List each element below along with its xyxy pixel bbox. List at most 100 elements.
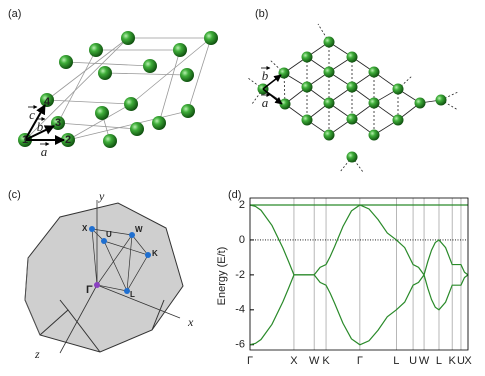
panel-label: (a) xyxy=(8,8,21,20)
plot-frame xyxy=(249,197,469,351)
atom xyxy=(143,59,157,73)
x-tick-label: U xyxy=(457,355,465,367)
dashed-bond xyxy=(269,59,285,74)
x-tick-label: X xyxy=(290,355,298,367)
point-label: L xyxy=(130,290,135,299)
bond xyxy=(46,99,132,105)
atom xyxy=(59,55,73,69)
vector-label: b xyxy=(262,68,269,83)
atom xyxy=(152,116,166,130)
atom xyxy=(130,122,144,136)
atom xyxy=(346,81,358,93)
atom xyxy=(323,66,335,78)
vector-label: a xyxy=(262,95,269,110)
bond xyxy=(158,49,181,124)
point-label: X xyxy=(82,224,88,233)
lattice-b: ba xyxy=(247,23,459,173)
dashed-bond xyxy=(247,77,264,90)
y-tick-label: 2 xyxy=(239,199,245,211)
atom xyxy=(323,36,335,48)
point-label: W xyxy=(135,225,143,234)
vector-arrow xyxy=(262,74,282,90)
vector-arrow xyxy=(262,88,283,105)
atom xyxy=(103,134,117,148)
bond xyxy=(67,110,189,141)
vector-label: b xyxy=(37,119,44,134)
x-tick-label: Γ xyxy=(247,355,253,367)
band-line xyxy=(249,273,469,346)
vector-label: a xyxy=(41,144,48,159)
dashed-bond xyxy=(440,91,459,101)
x-tick-label: W xyxy=(309,355,320,367)
dashed-bond xyxy=(251,88,264,105)
x-tick-label: Γ xyxy=(357,355,363,367)
point-label: Γ xyxy=(86,284,93,296)
atom xyxy=(98,66,112,80)
bond xyxy=(57,49,97,124)
brillouin-zone: x y z X U W K L Γ xyxy=(24,189,194,361)
atom xyxy=(124,97,138,111)
lattice-a: 1 234 abc xyxy=(18,31,218,159)
bond xyxy=(65,61,151,67)
panel-label: (d) xyxy=(228,189,241,201)
atom xyxy=(181,104,195,118)
bond xyxy=(130,37,212,105)
atom xyxy=(180,68,194,82)
atom xyxy=(346,113,358,125)
x-tick-label: L xyxy=(393,355,399,367)
atom xyxy=(368,129,380,141)
x-tick-label: W xyxy=(419,355,430,367)
atom xyxy=(323,97,335,109)
panel-label: (c) xyxy=(8,189,21,201)
y-tick-label: -2 xyxy=(235,269,245,281)
bond xyxy=(57,122,138,130)
y-tick-label: -6 xyxy=(235,339,245,351)
atom xyxy=(368,66,380,78)
bond xyxy=(67,103,132,141)
x-tick-label: U xyxy=(409,355,417,367)
x-tick-label: L xyxy=(436,355,442,367)
atom xyxy=(346,151,358,163)
axis-label: z xyxy=(34,347,40,361)
point-label: K xyxy=(152,249,158,258)
panel-label: (b) xyxy=(255,8,268,20)
atom xyxy=(40,93,54,107)
bond xyxy=(46,37,129,101)
atom xyxy=(392,83,404,95)
atom xyxy=(95,106,109,120)
bond xyxy=(187,37,212,112)
x-tick-label: X xyxy=(464,355,472,367)
atom xyxy=(414,97,426,109)
atom xyxy=(173,43,187,57)
atom-label: 2 xyxy=(65,134,71,146)
atom xyxy=(323,129,335,141)
atom xyxy=(301,114,313,126)
atom xyxy=(368,97,380,109)
vector-arrow xyxy=(24,104,46,141)
dashed-bond xyxy=(397,75,413,90)
vector-arrow xyxy=(24,125,55,141)
dashed-bond xyxy=(339,156,353,173)
atom-label: 4 xyxy=(44,96,51,108)
y-axis-label: Energy (E/t) xyxy=(216,247,228,306)
axis-label: y xyxy=(98,189,105,203)
vector-label: c xyxy=(29,107,35,122)
axis-label: x xyxy=(187,315,194,329)
atom xyxy=(121,31,135,45)
band-line xyxy=(249,204,469,277)
bond xyxy=(104,72,188,76)
atom xyxy=(301,51,313,63)
bond xyxy=(24,37,129,141)
point-label: U xyxy=(106,230,112,239)
atom xyxy=(435,94,447,106)
x-tick-label: K xyxy=(449,355,457,367)
atom xyxy=(346,51,358,63)
dashed-bond xyxy=(440,99,459,111)
y-tick-label: -4 xyxy=(235,304,245,316)
dashed-bond xyxy=(351,156,364,173)
atom-label: 3 xyxy=(55,117,61,129)
atom xyxy=(89,43,103,57)
y-tick-label: 0 xyxy=(239,234,245,246)
dashed-bond xyxy=(317,23,330,43)
